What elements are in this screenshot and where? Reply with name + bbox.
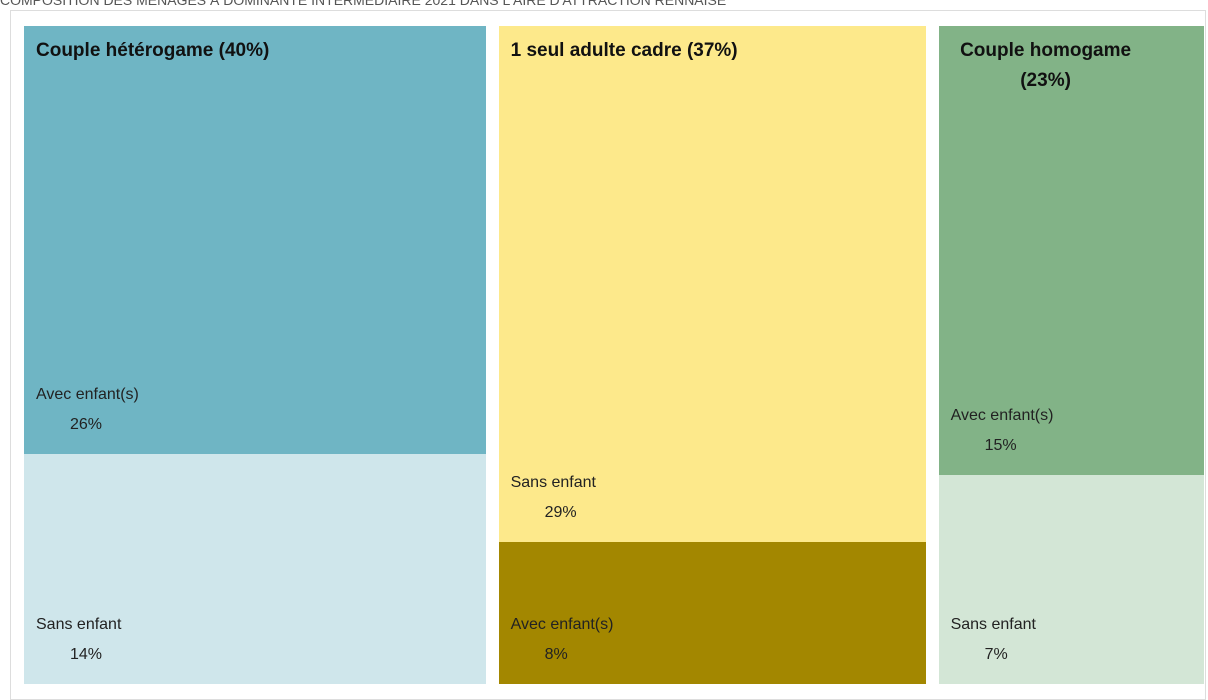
segment-label: Avec enfant(s) [510,616,614,633]
group-label: Couple homogame (23%) [960,40,1132,91]
segment-value: 15% [984,436,1017,454]
segment-value: 26% [70,415,103,433]
segment-value: 14% [70,646,103,663]
group-label: 1 seul adulte cadre (37%) [510,40,738,61]
segment-value: 29% [544,503,577,521]
segment-label: Avec enfant(s) [36,385,139,403]
segment-value: 7% [984,646,1008,663]
segment-label: Sans enfant [950,616,1036,633]
segment [498,26,926,542]
segment-label: Sans enfant [510,473,596,491]
segment-label: Avec enfant(s) [950,406,1054,424]
segment-label: Sans enfant [36,616,122,633]
segment [938,474,1204,684]
group-label: Couple hétérogame (40%) [36,40,270,61]
segment [24,26,486,454]
segment [24,453,486,684]
segment-value: 8% [544,646,568,663]
segment [938,26,1204,475]
segment [498,541,926,684]
chart-title: COMPOSITION DES MÉNAGES À DOMINANTE INTE… [0,0,727,8]
